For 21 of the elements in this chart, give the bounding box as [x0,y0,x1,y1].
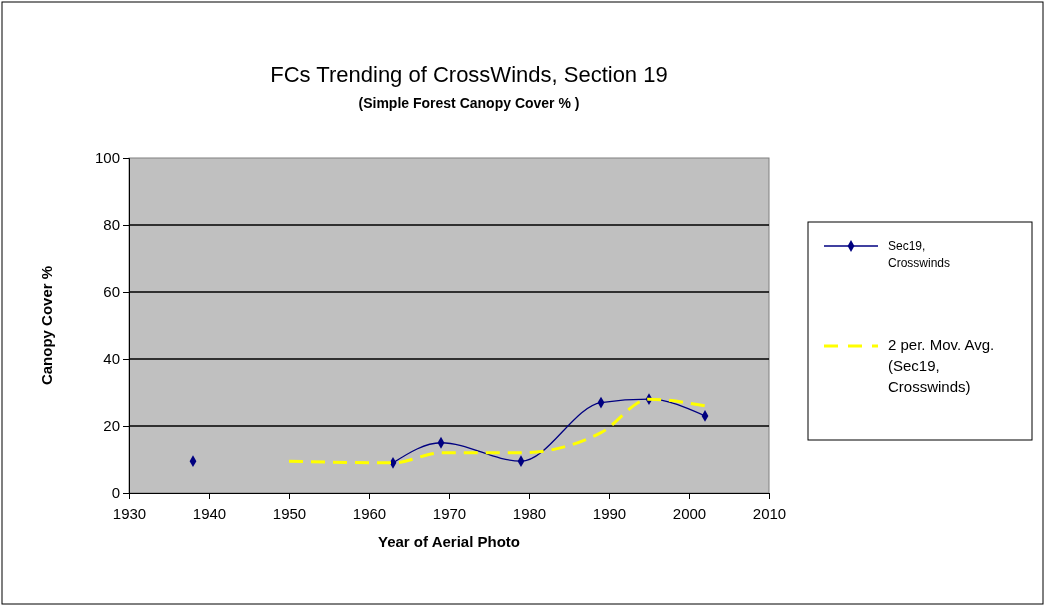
legend-label: 2 per. Mov. Avg. (Sec19, Crosswinds) [888,336,995,395]
x-tick-label: 2010 [752,504,787,522]
x-tick-label: 1980 [512,504,547,522]
x-tick-label: 1960 [352,504,387,522]
y-tick-label: 60 [103,283,120,301]
y-tick-label: 40 [103,350,120,368]
x-tick-label: 1970 [432,504,467,522]
x-tick-label: 1990 [592,504,627,522]
x-tick-label: 1950 [272,504,307,522]
x-axis-title: Year of Aerial Photo [378,533,520,550]
x-tick-label: 1930 [112,504,147,522]
y-tick-label: 0 [111,484,120,502]
chart-subtitle: (Simple Forest Canopy Cover % ) [358,95,580,111]
y-axis-title: Canopy Cover % [38,265,55,386]
y-tick-label: 100 [94,149,120,167]
x-tick-label: 1940 [192,504,227,522]
legend-label: Sec19, Crosswinds [888,239,951,270]
y-tick-label: 20 [103,417,120,435]
x-tick-label: 2000 [672,504,707,522]
chart-title: FCs Trending of CrossWinds, Section 19 [270,62,668,87]
y-tick-label: 80 [103,216,120,234]
